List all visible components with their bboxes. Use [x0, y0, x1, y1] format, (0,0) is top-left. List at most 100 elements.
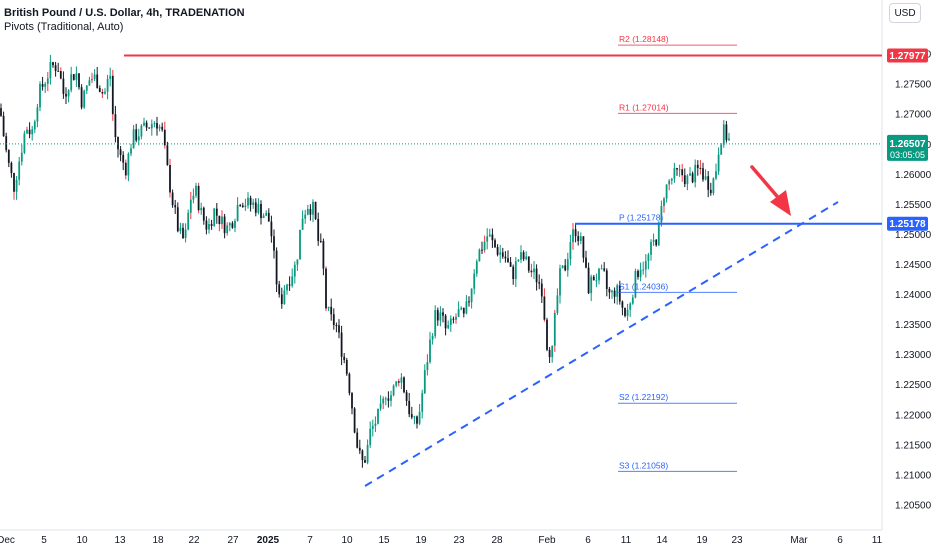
candle-body [130, 148, 132, 154]
candle-body [452, 318, 455, 320]
candle-body [351, 393, 353, 409]
candle-body [59, 71, 62, 79]
candle-body [395, 381, 398, 386]
candle-body [655, 239, 658, 246]
time-tick-label: 11 [872, 535, 883, 546]
candle-body [49, 62, 52, 79]
candle-body [10, 162, 13, 174]
candle-body [657, 222, 660, 246]
candle-body [527, 256, 530, 271]
price-tick-label: 1.26000 [895, 170, 932, 181]
candle-body [210, 223, 213, 227]
indicator-label[interactable]: Pivots (Traditional, Auto) [4, 21, 124, 33]
symbol-title[interactable]: British Pound / U.S. Dollar, 4h, TRADENA… [4, 7, 245, 19]
time-axis[interactable]: Dec 5 10 13 18 22 27 2025 7 10 15 19 23 28 Feb 6 11 14 19 2… [0, 535, 883, 546]
candle-body [621, 301, 624, 308]
candle-body [270, 221, 273, 237]
candle-body [57, 70, 60, 72]
candle-body [44, 83, 47, 87]
candle-body [608, 288, 611, 293]
candle-body [694, 164, 697, 183]
candle-body [574, 229, 577, 237]
candle-body [405, 392, 408, 401]
candle-body [512, 266, 515, 280]
price-tick-label: 1.24500 [895, 260, 932, 271]
candle-body [31, 129, 34, 135]
candles-layer [0, 54, 882, 468]
candle-body [634, 270, 637, 298]
candle-body [626, 309, 629, 316]
candle-body [202, 207, 205, 221]
candle-body [241, 205, 244, 207]
candle-body [322, 240, 325, 269]
candle-body [26, 129, 28, 134]
candle-body [75, 73, 78, 80]
price-tick-label: 1.23000 [895, 350, 932, 361]
candle-body [78, 73, 80, 88]
candle-body [660, 206, 663, 223]
ascending-trendline[interactable] [364, 201, 839, 487]
candle-body [119, 149, 122, 155]
price-tag-label: 1.27977 [889, 51, 926, 62]
candle-body [494, 240, 496, 248]
pivot-label-r1: R1 (1.27014) [619, 102, 669, 112]
candle-body [377, 408, 379, 424]
time-tick-label: 13 [114, 535, 126, 546]
candle-body [236, 205, 239, 221]
candle-body [582, 236, 585, 258]
price-axis[interactable]: 1.280001.275001.270001.265001.260001.255… [895, 50, 932, 512]
candle-body [611, 290, 613, 293]
candle-body [286, 284, 288, 291]
candle-body [309, 208, 312, 215]
candle-body [239, 205, 242, 207]
price-tick-label: 1.23500 [895, 320, 932, 331]
candle-body [434, 310, 437, 336]
candle-body [553, 312, 556, 346]
candle-body [637, 270, 639, 277]
candle-body [299, 229, 301, 260]
candle-body [590, 276, 593, 294]
candle-body [442, 312, 444, 316]
candle-body [439, 312, 442, 321]
candle-body [436, 310, 439, 321]
candle-body [65, 93, 67, 97]
candle-body [514, 261, 517, 280]
bearish-arrow-icon[interactable] [750, 165, 791, 216]
candle-body [400, 377, 403, 383]
candle-body [39, 83, 41, 108]
candle-body [124, 162, 127, 176]
candle-body [140, 125, 143, 137]
candle-body [109, 75, 112, 80]
candle-body [176, 207, 179, 232]
candle-body [98, 87, 101, 92]
time-tick-label: 18 [152, 535, 164, 546]
candle-body [93, 74, 96, 79]
candle-body [28, 129, 31, 135]
price-tag-bg [887, 216, 928, 231]
candle-body [358, 447, 361, 451]
candle-body [182, 227, 184, 238]
candle-body [517, 259, 520, 262]
candle-body [158, 126, 161, 129]
candle-body [540, 283, 543, 297]
candle-body [67, 90, 70, 97]
candle-body [174, 205, 177, 208]
candle-body [470, 288, 473, 303]
currency-button[interactable]: USD [889, 3, 921, 23]
candle-body [605, 270, 608, 289]
candle-body [449, 318, 452, 325]
candle-body [447, 324, 450, 329]
candle-body [252, 202, 255, 205]
candle-body [382, 398, 385, 404]
candle-body [613, 290, 616, 297]
candle-body [525, 256, 528, 260]
pivots-layer: R2 (1.28148) R1 (1.27014) P (1.25178) S1 (1… [618, 34, 737, 472]
time-tick-label: 28 [491, 535, 503, 546]
candle-body [145, 122, 148, 128]
price-tag-label: 1.25178 [889, 219, 926, 230]
candle-body [184, 229, 187, 238]
candle-body [52, 62, 54, 66]
price-tick-label: 1.25000 [895, 230, 932, 241]
candle-body [288, 284, 291, 286]
